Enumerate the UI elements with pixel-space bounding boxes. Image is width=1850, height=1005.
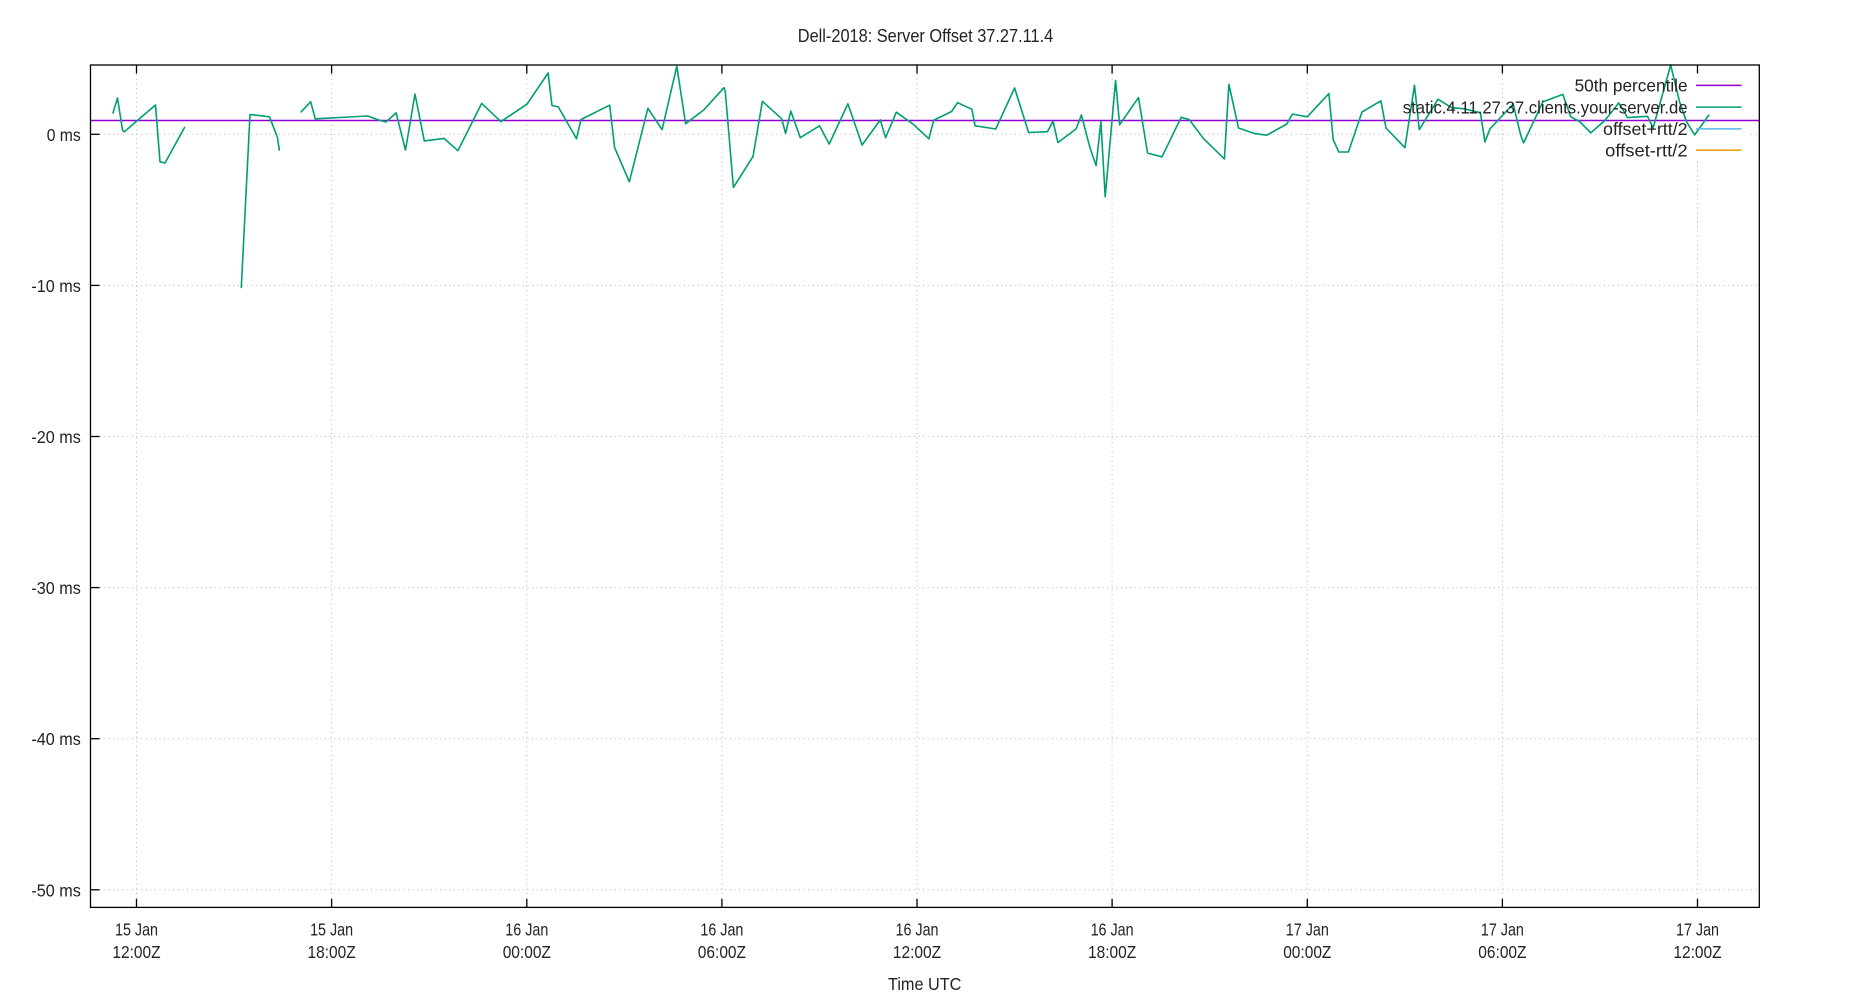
svg-text:17 Jan: 17 Jan: [1286, 920, 1329, 940]
svg-text:0 ms: 0 ms: [47, 125, 81, 145]
svg-text:-30 ms: -30 ms: [31, 578, 81, 598]
svg-text:17 Jan: 17 Jan: [1481, 920, 1524, 940]
svg-text:15 Jan: 15 Jan: [115, 920, 158, 940]
svg-text:-10 ms: -10 ms: [31, 276, 81, 296]
svg-text:00:00Z: 00:00Z: [503, 942, 551, 962]
svg-text:Dell-2018: Server Offset 37.27: Dell-2018: Server Offset 37.27.11.4: [798, 26, 1053, 46]
svg-text:-20 ms: -20 ms: [31, 427, 81, 447]
svg-text:Time UTC: Time UTC: [888, 974, 962, 994]
svg-text:16 Jan: 16 Jan: [505, 920, 548, 940]
svg-text:-50 ms: -50 ms: [31, 880, 81, 900]
svg-text:00:00Z: 00:00Z: [1283, 942, 1331, 962]
svg-text:-40 ms: -40 ms: [31, 729, 81, 749]
svg-text:offset+rtt/2: offset+rtt/2: [1603, 119, 1688, 139]
svg-text:06:00Z: 06:00Z: [698, 942, 746, 962]
svg-text:12:00Z: 12:00Z: [1673, 942, 1721, 962]
svg-text:16 Jan: 16 Jan: [896, 920, 939, 940]
svg-text:offset-rtt/2: offset-rtt/2: [1605, 140, 1687, 160]
svg-text:06:00Z: 06:00Z: [1478, 942, 1526, 962]
svg-text:15 Jan: 15 Jan: [310, 920, 353, 940]
svg-text:17 Jan: 17 Jan: [1676, 920, 1719, 940]
svg-text:50th percentile: 50th percentile: [1575, 76, 1688, 96]
svg-text:12:00Z: 12:00Z: [112, 942, 160, 962]
svg-text:16 Jan: 16 Jan: [1091, 920, 1134, 940]
svg-text:18:00Z: 18:00Z: [308, 942, 356, 962]
svg-text:static.4.11.27.37.clients.your: static.4.11.27.37.clients.your-server.de: [1403, 97, 1688, 117]
svg-text:16 Jan: 16 Jan: [700, 920, 743, 940]
svg-text:12:00Z: 12:00Z: [893, 942, 941, 962]
svg-text:18:00Z: 18:00Z: [1088, 942, 1136, 962]
